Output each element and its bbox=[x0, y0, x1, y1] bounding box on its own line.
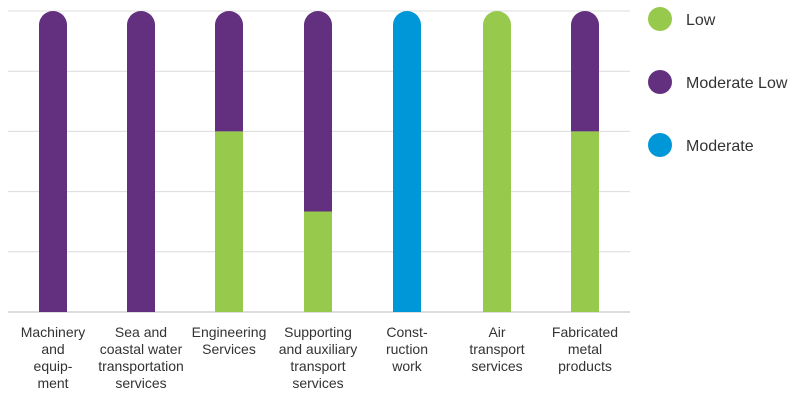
category-label: Engineering Services bbox=[192, 324, 267, 357]
bar-segment-low bbox=[571, 131, 599, 312]
legend-swatch bbox=[648, 133, 672, 157]
bar-segment-moderate-low bbox=[215, 11, 243, 132]
legend-item-moderate-low: Moderate Low bbox=[648, 70, 788, 94]
legend-swatch bbox=[648, 7, 672, 31]
legend-label: Moderate Low bbox=[686, 75, 788, 92]
legend: Low Moderate Low Moderate bbox=[648, 7, 788, 157]
legend-swatch bbox=[648, 70, 672, 94]
legend-item-moderate: Moderate bbox=[648, 133, 754, 157]
category-label: Sea and coastal water transportation servic… bbox=[98, 324, 184, 391]
bar-3 bbox=[304, 11, 332, 312]
bar-segment-moderate-low bbox=[39, 11, 67, 312]
bar-segment-moderate bbox=[393, 11, 421, 312]
bar-segment-moderate-low bbox=[571, 11, 599, 132]
bar-5 bbox=[483, 11, 511, 312]
bar-4 bbox=[393, 11, 421, 312]
bar-0 bbox=[39, 11, 67, 312]
category-label: Supporting and auxiliary transport services bbox=[279, 324, 358, 391]
bars bbox=[39, 11, 599, 312]
legend-label: Low bbox=[686, 12, 716, 29]
bar-1 bbox=[127, 11, 155, 312]
bar-segment-low bbox=[483, 11, 511, 312]
bar-segment-moderate-low bbox=[304, 11, 332, 212]
category-label: Const-ruction work bbox=[386, 324, 428, 374]
category-label: Fabricated metal products bbox=[552, 324, 618, 374]
legend-label: Moderate bbox=[686, 138, 754, 155]
bar-segment-low bbox=[215, 131, 243, 312]
legend-item-low: Low bbox=[648, 7, 716, 31]
category-label: Machinery and equip-ment bbox=[21, 324, 86, 391]
bar-2 bbox=[215, 11, 243, 312]
bar-6 bbox=[571, 11, 599, 312]
bar-segment-moderate-low bbox=[127, 11, 155, 312]
category-label: Air transport services bbox=[469, 324, 524, 374]
bar-segment-low bbox=[304, 211, 332, 312]
